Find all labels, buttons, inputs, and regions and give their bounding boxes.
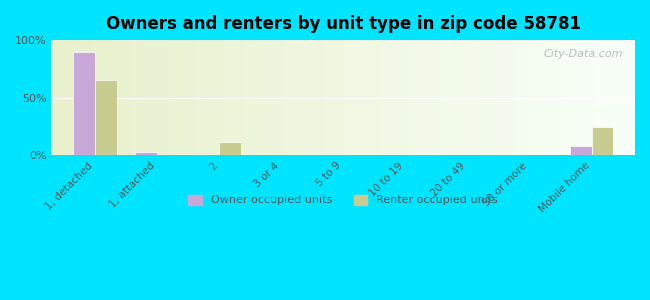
- Bar: [219, 142, 240, 155]
- Title: Owners and renters by unit type in zip code 58781: Owners and renters by unit type in zip c…: [106, 15, 580, 33]
- Bar: [73, 52, 95, 155]
- Bar: [135, 152, 157, 155]
- Bar: [95, 80, 116, 155]
- Text: City-Data.com: City-Data.com: [544, 49, 623, 59]
- Bar: [592, 127, 613, 155]
- Legend: Owner occupied units, Renter occupied units: Owner occupied units, Renter occupied un…: [184, 190, 502, 210]
- Bar: [570, 146, 592, 155]
